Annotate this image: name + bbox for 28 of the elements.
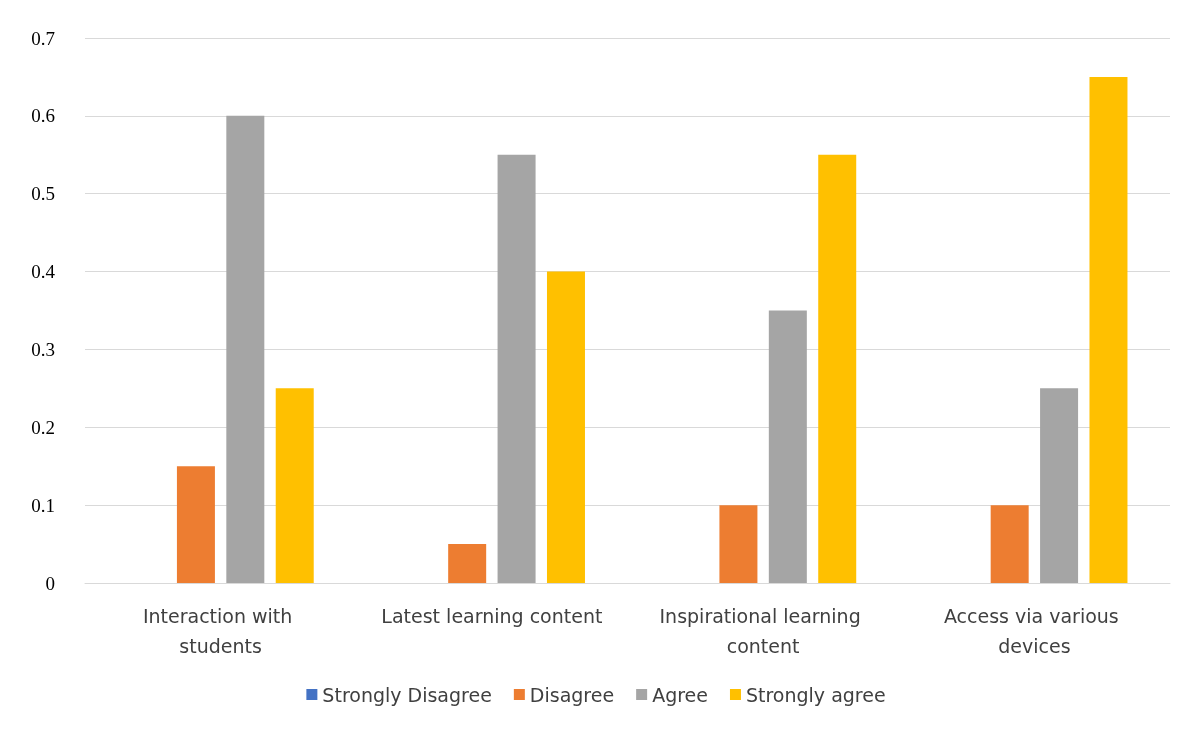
bar [497,154,536,583]
x-tick-label: Access via various devices [943,605,1125,657]
y-tick-label: 0.1 [31,494,55,516]
x-tick-label: Interaction with students [142,605,299,657]
bar [990,505,1029,583]
bar [1040,388,1079,583]
bar [818,154,857,583]
y-tick-label: 0.5 [31,183,55,205]
legend-label: Disagree [529,683,615,706]
bar [546,271,585,583]
bar [176,466,215,583]
y-tick-label: 0.6 [31,105,55,127]
bar [768,310,807,583]
x-tick-label: Latest learning content [381,605,603,627]
x-tick-label: Inspirational learning content [659,605,867,657]
bar [1089,76,1128,583]
y-tick-label: 0.2 [31,416,55,438]
bar [275,388,314,583]
bar [226,115,265,583]
y-tick-label: 0.3 [31,338,55,360]
y-tick-label: 0.4 [31,261,56,283]
bar [719,505,758,583]
bar [448,544,487,583]
y-tick-label: 0.7 [31,27,55,49]
legend-label: Agree [652,683,708,706]
y-tick-label: 0 [45,572,55,594]
legend-label: Strongly agree [745,683,886,706]
legend-label: Strongly Disagree [322,683,492,706]
